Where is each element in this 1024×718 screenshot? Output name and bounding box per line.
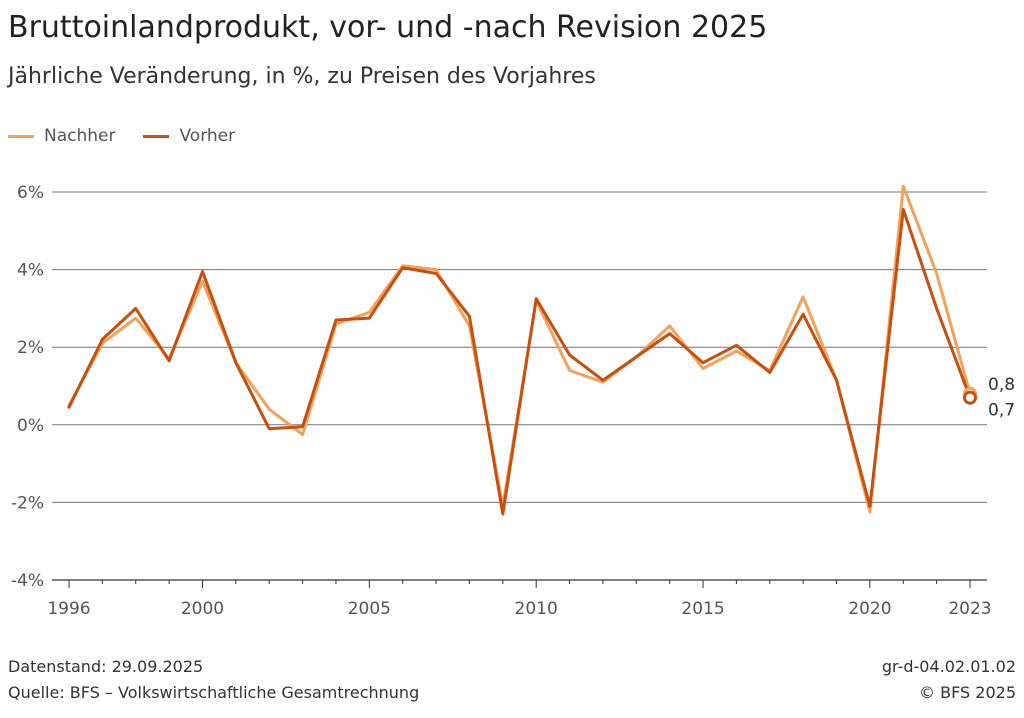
data-source: Quelle: BFS – Volkswirtschaftliche Gesam… <box>8 683 420 702</box>
series-line-vorher <box>67 208 972 516</box>
x-axis <box>52 579 987 588</box>
end-marker-vorher <box>963 390 977 405</box>
y-tick-label: 0% <box>17 416 44 436</box>
y-tick-label: 4% <box>17 261 44 281</box>
end-label-nachher: 0,8 <box>988 375 1015 395</box>
footer-left: Datenstand: 29.09.2025 Quelle: BFS – Vol… <box>8 654 419 706</box>
x-tick-label: 2023 <box>948 599 991 619</box>
y-axis-labels: 6% 4% 2% 0% -2% -4% <box>11 183 44 591</box>
y-tick-label: -4% <box>11 571 44 591</box>
legend-swatch-nachher <box>8 134 34 138</box>
copyright: © BFS 2025 <box>919 683 1016 702</box>
y-tick-label: 2% <box>17 338 44 358</box>
legend-swatch-vorher <box>143 134 170 138</box>
chart-subtitle: Jährliche Veränderung, in %, zu Preisen … <box>8 64 596 89</box>
legend-item-vorher[interactable]: Vorher <box>143 126 235 146</box>
y-tick-label: 6% <box>17 183 44 203</box>
footer-right: gr-d-04.02.01.02 © BFS 2025 <box>882 654 1016 706</box>
data-points <box>68 185 972 516</box>
gridlines <box>52 191 987 503</box>
legend-label-nachher: Nachher <box>44 126 116 146</box>
y-tick-label: -2% <box>11 493 44 513</box>
x-tick-label: 2000 <box>181 599 224 619</box>
x-axis-labels: 1996 2000 2005 2010 2015 2020 2023 <box>47 599 991 619</box>
data-date: Datenstand: 29.09.2025 <box>8 657 204 676</box>
legend: Nachher Vorher <box>8 126 263 146</box>
legend-item-nachher[interactable]: Nachher <box>8 126 115 146</box>
chart-title: Bruttoinlandprodukt, vor- und -nach Revi… <box>8 10 768 45</box>
series-line-nachher <box>67 184 972 514</box>
chart-code: gr-d-04.02.01.02 <box>881 657 1016 676</box>
end-label-vorher: 0,7 <box>988 401 1015 421</box>
x-tick-label: 2015 <box>681 599 724 619</box>
end-labels: 0,80,7 <box>963 375 1015 421</box>
x-tick-label: 1996 <box>47 599 90 619</box>
x-tick-label: 2005 <box>348 599 391 619</box>
series-lines <box>67 184 972 516</box>
x-tick-label: 2010 <box>515 599 558 619</box>
legend-label-vorher: Vorher <box>179 126 236 146</box>
x-tick-label: 2020 <box>848 599 891 619</box>
